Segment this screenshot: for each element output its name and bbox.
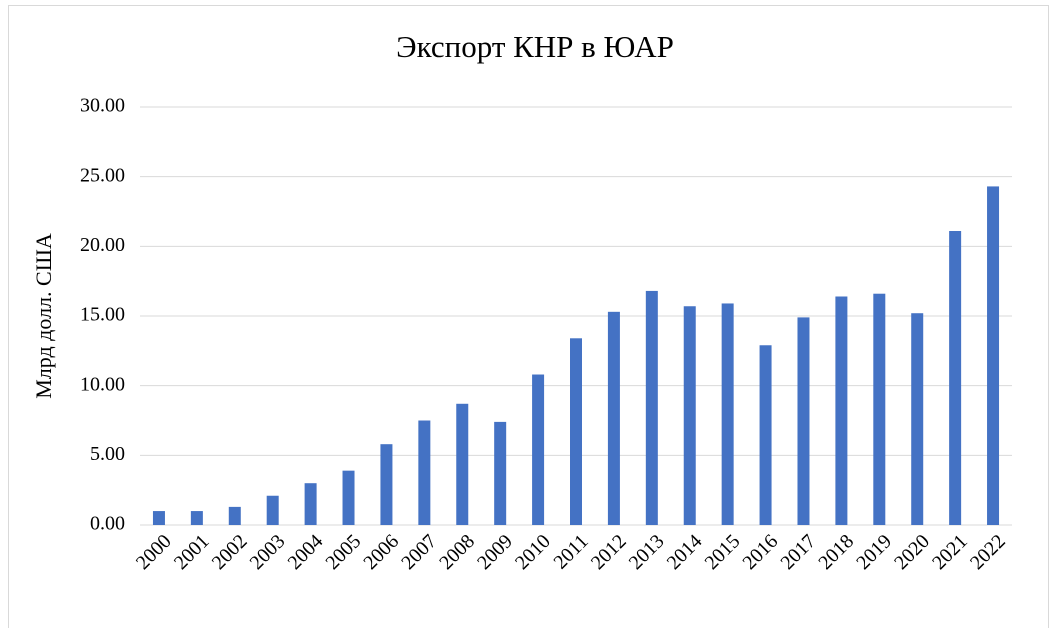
bar (342, 470, 355, 525)
chart-title: Экспорт КНР в ЮАР (396, 29, 674, 64)
bar (266, 495, 279, 525)
y-axis-label: Млрд долл. США (31, 233, 56, 399)
bar (570, 338, 582, 525)
y-tick-label: 25.00 (80, 164, 125, 186)
y-tick-label: 0.00 (90, 513, 125, 535)
bar (645, 290, 658, 525)
bar (759, 345, 772, 525)
bar (683, 306, 696, 525)
y-tick-label: 5.00 (90, 443, 125, 465)
bar (607, 311, 620, 525)
bar (797, 317, 810, 525)
bar (835, 296, 848, 525)
bar (987, 186, 1000, 526)
bar (190, 511, 203, 525)
bar (949, 231, 962, 526)
bar (380, 444, 393, 525)
bar (456, 403, 469, 525)
bar (418, 420, 431, 525)
bar (721, 303, 734, 525)
y-tick-label: 30.00 (80, 95, 125, 117)
y-tick-label: 20.00 (80, 234, 125, 256)
bar (228, 506, 241, 525)
y-tick-label: 15.00 (80, 304, 125, 326)
bar (152, 511, 165, 525)
bar (304, 483, 317, 525)
bar (494, 421, 507, 525)
bar (532, 374, 545, 525)
bar (911, 313, 924, 525)
y-tick-label: 10.00 (80, 373, 125, 395)
bar (873, 293, 886, 525)
